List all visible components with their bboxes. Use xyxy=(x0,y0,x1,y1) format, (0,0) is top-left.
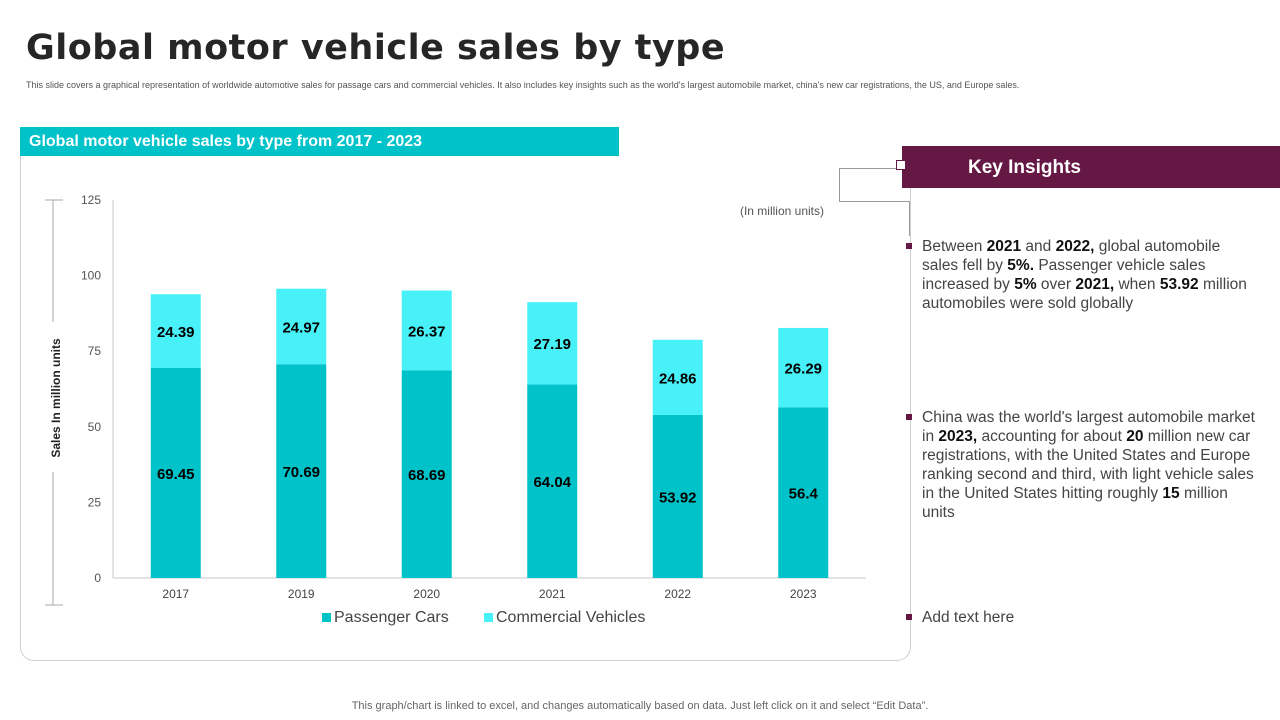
insight-segment: global automobile sales fell by xyxy=(922,238,1221,274)
connector-line xyxy=(839,201,910,202)
insight-item[interactable]: Add text here xyxy=(906,608,1256,627)
bar-commercial-vehicles xyxy=(778,327,829,408)
chart-card[interactable]: Sales In million units 0 25 50 75 100 125 (In m… xyxy=(20,150,911,661)
data-label: 68.69 xyxy=(408,467,446,484)
bar-commercial-vehicles xyxy=(652,339,703,415)
bar-passenger-cars xyxy=(150,367,201,578)
page-title: Global motor vehicle sales by type xyxy=(26,28,726,68)
chart-heading: Global motor vehicle sales by type from … xyxy=(29,133,423,150)
x-tick-label: 2019 xyxy=(288,587,315,601)
y-tick-label: 125 xyxy=(81,193,101,207)
connector-square-icon xyxy=(896,160,906,170)
footer-note: This graph/chart is linked to excel, and… xyxy=(351,700,929,712)
insight-segment: and xyxy=(1021,238,1056,255)
insight-segment: China was the world's largest automobile… xyxy=(922,409,1255,445)
stacked-bar-chart[interactable]: Sales In million units 0 25 50 75 100 125 (In m… xyxy=(21,150,910,660)
insight-segment: 5% xyxy=(1014,276,1037,293)
key-insights-header: Key Insights xyxy=(902,146,1280,188)
insight-segment[interactable]: Add text here xyxy=(922,609,1015,626)
insight-item: China was the world's largest automobile… xyxy=(906,408,1256,522)
chart-banner: Global motor vehicle sales by type from … xyxy=(20,127,619,156)
data-label: 69.45 xyxy=(157,466,195,483)
y-tick-label: 50 xyxy=(88,420,102,434)
insight-segment: 2023, xyxy=(938,428,978,445)
y-axis-title: Sales In million units xyxy=(49,338,63,458)
bar-commercial-vehicles xyxy=(276,288,327,365)
insight-segment: accounting for about xyxy=(977,428,1127,445)
insight-segment: million automobiles were sold globally xyxy=(922,276,1247,312)
insight-segment: 15 xyxy=(1162,485,1180,502)
page-subtitle: This slide covers a graphical representa… xyxy=(26,80,1020,90)
y-title-backdrop xyxy=(45,322,61,472)
bar-commercial-vehicles xyxy=(527,302,578,385)
data-label: 27.19 xyxy=(533,336,571,353)
data-label: 64.04 xyxy=(533,474,571,491)
data-label: 24.97 xyxy=(282,319,320,336)
y-tick-label: 100 xyxy=(81,269,101,283)
bullet-square-icon xyxy=(906,414,912,420)
insight-segment: million units xyxy=(922,485,1228,521)
insight-text: China was the world's largest automobile… xyxy=(922,408,1256,522)
legend-swatch xyxy=(322,613,331,622)
unit-note: (In million units) xyxy=(740,204,824,218)
insight-text: Between 2021 and 2022, global automobile… xyxy=(922,237,1256,313)
insight-segment: when xyxy=(1114,276,1160,293)
legend-entry: Passenger Cars xyxy=(334,609,449,626)
connector-line xyxy=(909,201,910,236)
bullet-square-icon xyxy=(906,243,912,249)
legend-swatch xyxy=(484,613,493,622)
bar-passenger-cars xyxy=(652,414,703,578)
legend-entry: Commercial Vehicles xyxy=(496,609,645,626)
data-label: 24.39 xyxy=(157,324,195,341)
x-tick-label: 2021 xyxy=(539,587,566,601)
bar-commercial-vehicles xyxy=(150,294,201,368)
insight-segment: million new car registrations, with the … xyxy=(922,428,1254,502)
data-label: 24.86 xyxy=(659,370,697,387)
x-tick-label: 2022 xyxy=(664,587,691,601)
insight-text[interactable]: Add text here xyxy=(922,608,1256,627)
y-tick-label: 25 xyxy=(88,495,102,509)
connector-line xyxy=(839,168,897,169)
insight-segment: over xyxy=(1036,276,1076,293)
data-label: 70.69 xyxy=(282,464,320,481)
x-tick-label: 2020 xyxy=(413,587,440,601)
insight-item: Between 2021 and 2022, global automobile… xyxy=(906,237,1256,313)
bar-passenger-cars xyxy=(527,384,578,578)
insight-segment: Between xyxy=(922,238,987,255)
bar-commercial-vehicles xyxy=(401,290,452,371)
data-label: 26.29 xyxy=(784,361,822,378)
insight-segment: 5%. xyxy=(1007,257,1035,274)
bullet-square-icon xyxy=(906,614,912,620)
bar-passenger-cars xyxy=(276,364,327,578)
y-tick-label: 0 xyxy=(94,571,101,585)
x-tick-label: 2017 xyxy=(162,587,189,601)
key-insights-title: Key Insights xyxy=(968,157,1081,178)
bar-passenger-cars xyxy=(778,407,829,578)
insight-segment: Passenger vehicle sales increased by xyxy=(922,257,1206,293)
y-tick-label: 75 xyxy=(88,344,102,358)
data-label: 53.92 xyxy=(659,489,697,506)
insight-segment: 2021, xyxy=(1075,276,1115,293)
bar-passenger-cars xyxy=(401,370,452,578)
insight-segment: 20 xyxy=(1126,428,1144,445)
insight-segment: 2022, xyxy=(1055,238,1095,255)
insight-segment: 2021 xyxy=(986,238,1022,255)
data-label: 56.4 xyxy=(789,486,819,503)
data-label: 26.37 xyxy=(408,323,446,340)
x-tick-label: 2023 xyxy=(790,587,817,601)
connector-line xyxy=(839,168,840,202)
insight-segment: 53.92 xyxy=(1159,276,1199,293)
